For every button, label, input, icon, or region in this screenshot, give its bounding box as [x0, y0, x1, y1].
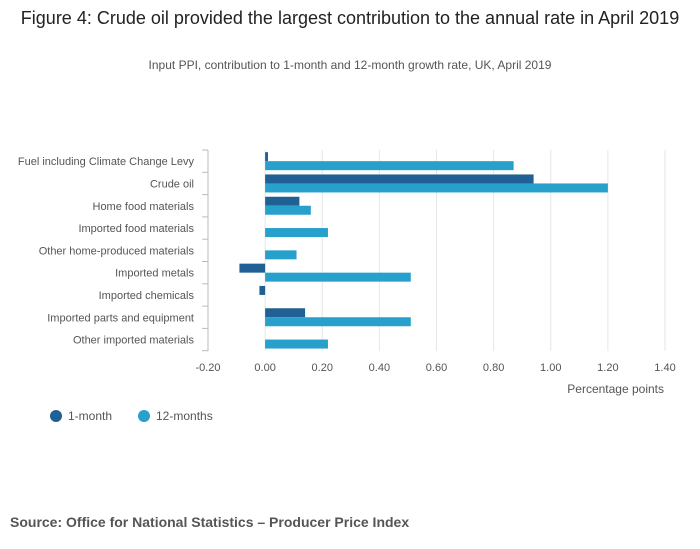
legend-label: 12-months: [156, 409, 213, 423]
bar-12-months: [265, 161, 514, 171]
category-label: Other imported materials: [73, 335, 195, 347]
chart-title: Figure 4: Crude oil provided the largest…: [20, 8, 680, 28]
category-label: Home food materials: [93, 201, 195, 213]
bar-12-months: [265, 272, 411, 282]
x-tick-label: -0.20: [195, 362, 220, 374]
x-tick-label: 1.20: [597, 362, 618, 374]
x-tick-label: 1.40: [654, 362, 675, 374]
category-label: Imported chemicals: [99, 290, 195, 302]
bar-12-months: [265, 183, 608, 193]
bar-1-month: [265, 196, 300, 206]
x-tick-label: 0.40: [369, 362, 390, 374]
bar-12-months: [265, 228, 328, 238]
bar-1-month: [265, 308, 306, 318]
bar-1-month: [265, 152, 268, 162]
bar-1-month: [259, 285, 266, 295]
bar-12-months: [265, 339, 328, 349]
category-label: Fuel including Climate Change Levy: [18, 156, 195, 168]
legend-marker: [138, 410, 150, 422]
x-tick-label: 1.00: [540, 362, 561, 374]
x-axis-title: Percentage points: [567, 382, 664, 396]
category-label: Imported parts and equipment: [47, 312, 194, 324]
category-label: Imported food materials: [78, 223, 194, 235]
category-label: Imported metals: [115, 268, 194, 280]
bar-1-month: [265, 174, 534, 184]
category-label: Crude oil: [150, 178, 194, 190]
legend-label: 1-month: [68, 409, 112, 423]
x-tick-label: 0.00: [254, 362, 275, 374]
bar-12-months: [265, 250, 297, 260]
x-tick-label: 0.60: [426, 362, 447, 374]
category-label: Other home-produced materials: [39, 245, 195, 257]
bar-12-months: [265, 205, 311, 215]
legend-marker: [50, 410, 62, 422]
x-tick-label: 0.20: [312, 362, 333, 374]
source-note: Source: Office for National Statistics –…: [10, 514, 410, 530]
bar-1-month: [239, 263, 266, 273]
bar-12-months: [265, 317, 411, 327]
chart-subtitle: Input PPI, contribution to 1-month and 1…: [148, 58, 552, 72]
x-tick-label: 0.80: [483, 362, 504, 374]
